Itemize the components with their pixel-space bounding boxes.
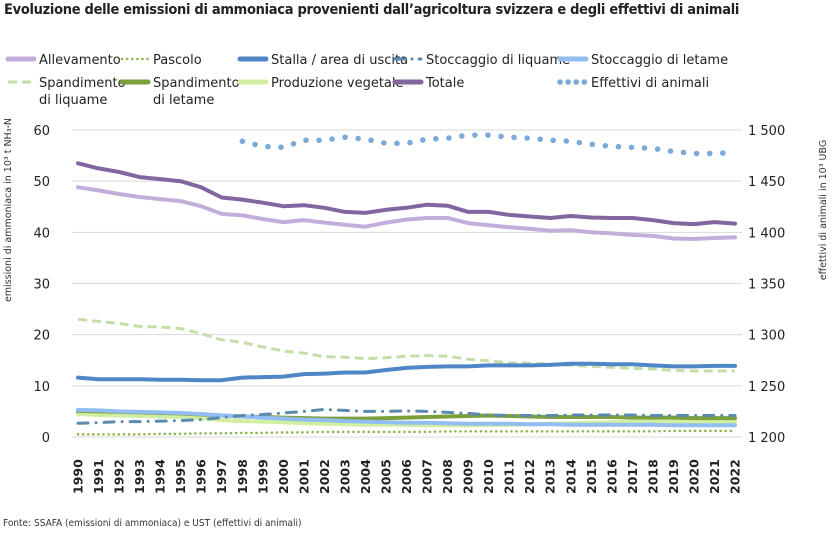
x-tick-label: 1994: [153, 459, 168, 494]
chart-title: Evoluzione delle emissioni di ammoniaca …: [4, 2, 740, 18]
x-tick-label: 1997: [214, 459, 229, 494]
x-tick-label: 2013: [543, 459, 558, 494]
x-tick-label: 2017: [625, 459, 640, 494]
series-line-pascolo: [76, 429, 737, 436]
y-tick-label: 50: [33, 175, 50, 190]
legend-label: Stoccaggio di letame: [591, 53, 728, 68]
y-tick-label: 0: [42, 431, 50, 446]
x-tick-label: 2003: [337, 459, 352, 494]
x-tick-label: 2001: [296, 459, 311, 494]
series-line-stoccaggio-di-liquame: [76, 407, 737, 425]
x-tick-label: 2005: [378, 459, 393, 494]
y-tick-label: 30: [33, 278, 50, 293]
series-line-allevamento: [76, 185, 737, 241]
x-tick-label: 1990: [71, 459, 86, 494]
series-line-totale: [76, 161, 737, 227]
legend-label: Pascolo: [153, 53, 202, 68]
legend-label: Produzione vegetale: [271, 76, 404, 91]
x-tick-label: 2004: [358, 459, 373, 494]
x-tick-label: 2009: [461, 459, 476, 494]
legend-label: Allevamento: [39, 53, 121, 68]
y2-tick-label: 1 350: [748, 278, 785, 293]
y2-axis-label: effettivi di animali in 10³ UBG: [818, 140, 829, 280]
y2-tick-label: 1 450: [748, 175, 785, 190]
x-tick-label: 2022: [728, 459, 743, 494]
x-tick-label: 1996: [194, 459, 209, 494]
x-tick-label: 2012: [522, 459, 537, 494]
gridlines: [72, 129, 742, 438]
x-tick-label: 2020: [686, 459, 701, 494]
x-tick-label: 2021: [707, 459, 722, 494]
legend-label: Effettivi di animali: [591, 76, 709, 91]
x-tick-label: 1993: [132, 459, 147, 494]
legend-label: Stalla / area di uscita: [271, 53, 408, 68]
y2-tick-label: 1 200: [748, 431, 785, 446]
series-line-stoccaggio-di-letame: [76, 407, 737, 428]
series-lines: [76, 132, 738, 436]
y-axis-label: emissioni di ammoniaca in 10³ t NH₃-N: [3, 118, 14, 302]
x-tick-label: 2015: [584, 459, 599, 494]
legend-label: Spandimento di letame: [153, 76, 240, 108]
y-tick-label: 40: [33, 226, 50, 241]
series-line-spandimento-di-liquame: [77, 317, 735, 373]
y-tick-label: 60: [33, 124, 50, 139]
x-tick-label: 1995: [173, 459, 188, 494]
x-tick-label: 2000: [276, 459, 291, 494]
x-tick-label: 1992: [112, 459, 127, 494]
series-line-effettivi-di-animali: [239, 132, 738, 157]
x-tick-label: 2016: [604, 459, 619, 494]
x-tick-label: 1999: [255, 459, 270, 494]
legend: Allevamento Pascolo Stalla / area di uscit…: [5, 53, 728, 108]
axes: 0 10 20 30 40 50 60 1 200 1 250 1 300 1 350 1 400 1 …: [3, 118, 829, 494]
y2-tick-label: 1 500: [748, 124, 785, 139]
x-tick-label: 2006: [399, 459, 414, 494]
x-tick-label: 1991: [91, 459, 106, 494]
y-tick-label: 10: [33, 380, 50, 395]
x-tick-label: 2008: [440, 459, 455, 494]
y2-tick-label: 1 250: [748, 380, 785, 395]
y-tick-label: 20: [33, 329, 50, 344]
y2-tick-label: 1 300: [748, 329, 785, 344]
x-tick-label: 2018: [645, 459, 660, 494]
x-tick-label: 2011: [502, 459, 517, 494]
x-tick-label: 1998: [235, 459, 250, 494]
y2-tick-label: 1 400: [748, 226, 785, 241]
x-tick-label: 2007: [420, 459, 435, 494]
legend-label: Totale: [425, 76, 464, 91]
x-tick-label: 2014: [563, 459, 578, 494]
x-tick-label: 2002: [317, 459, 332, 494]
legend-label: Spandimento di liquame: [39, 76, 126, 108]
series-line-stalla-area-di-uscita: [76, 361, 737, 383]
source-note: Fonte: SSAFA (emissioni di ammoniaca) e …: [3, 518, 302, 529]
x-tick-label: 2019: [666, 459, 681, 494]
x-tick-label: 2010: [481, 459, 496, 494]
legend-label: Stoccaggio di liquame: [426, 53, 570, 68]
